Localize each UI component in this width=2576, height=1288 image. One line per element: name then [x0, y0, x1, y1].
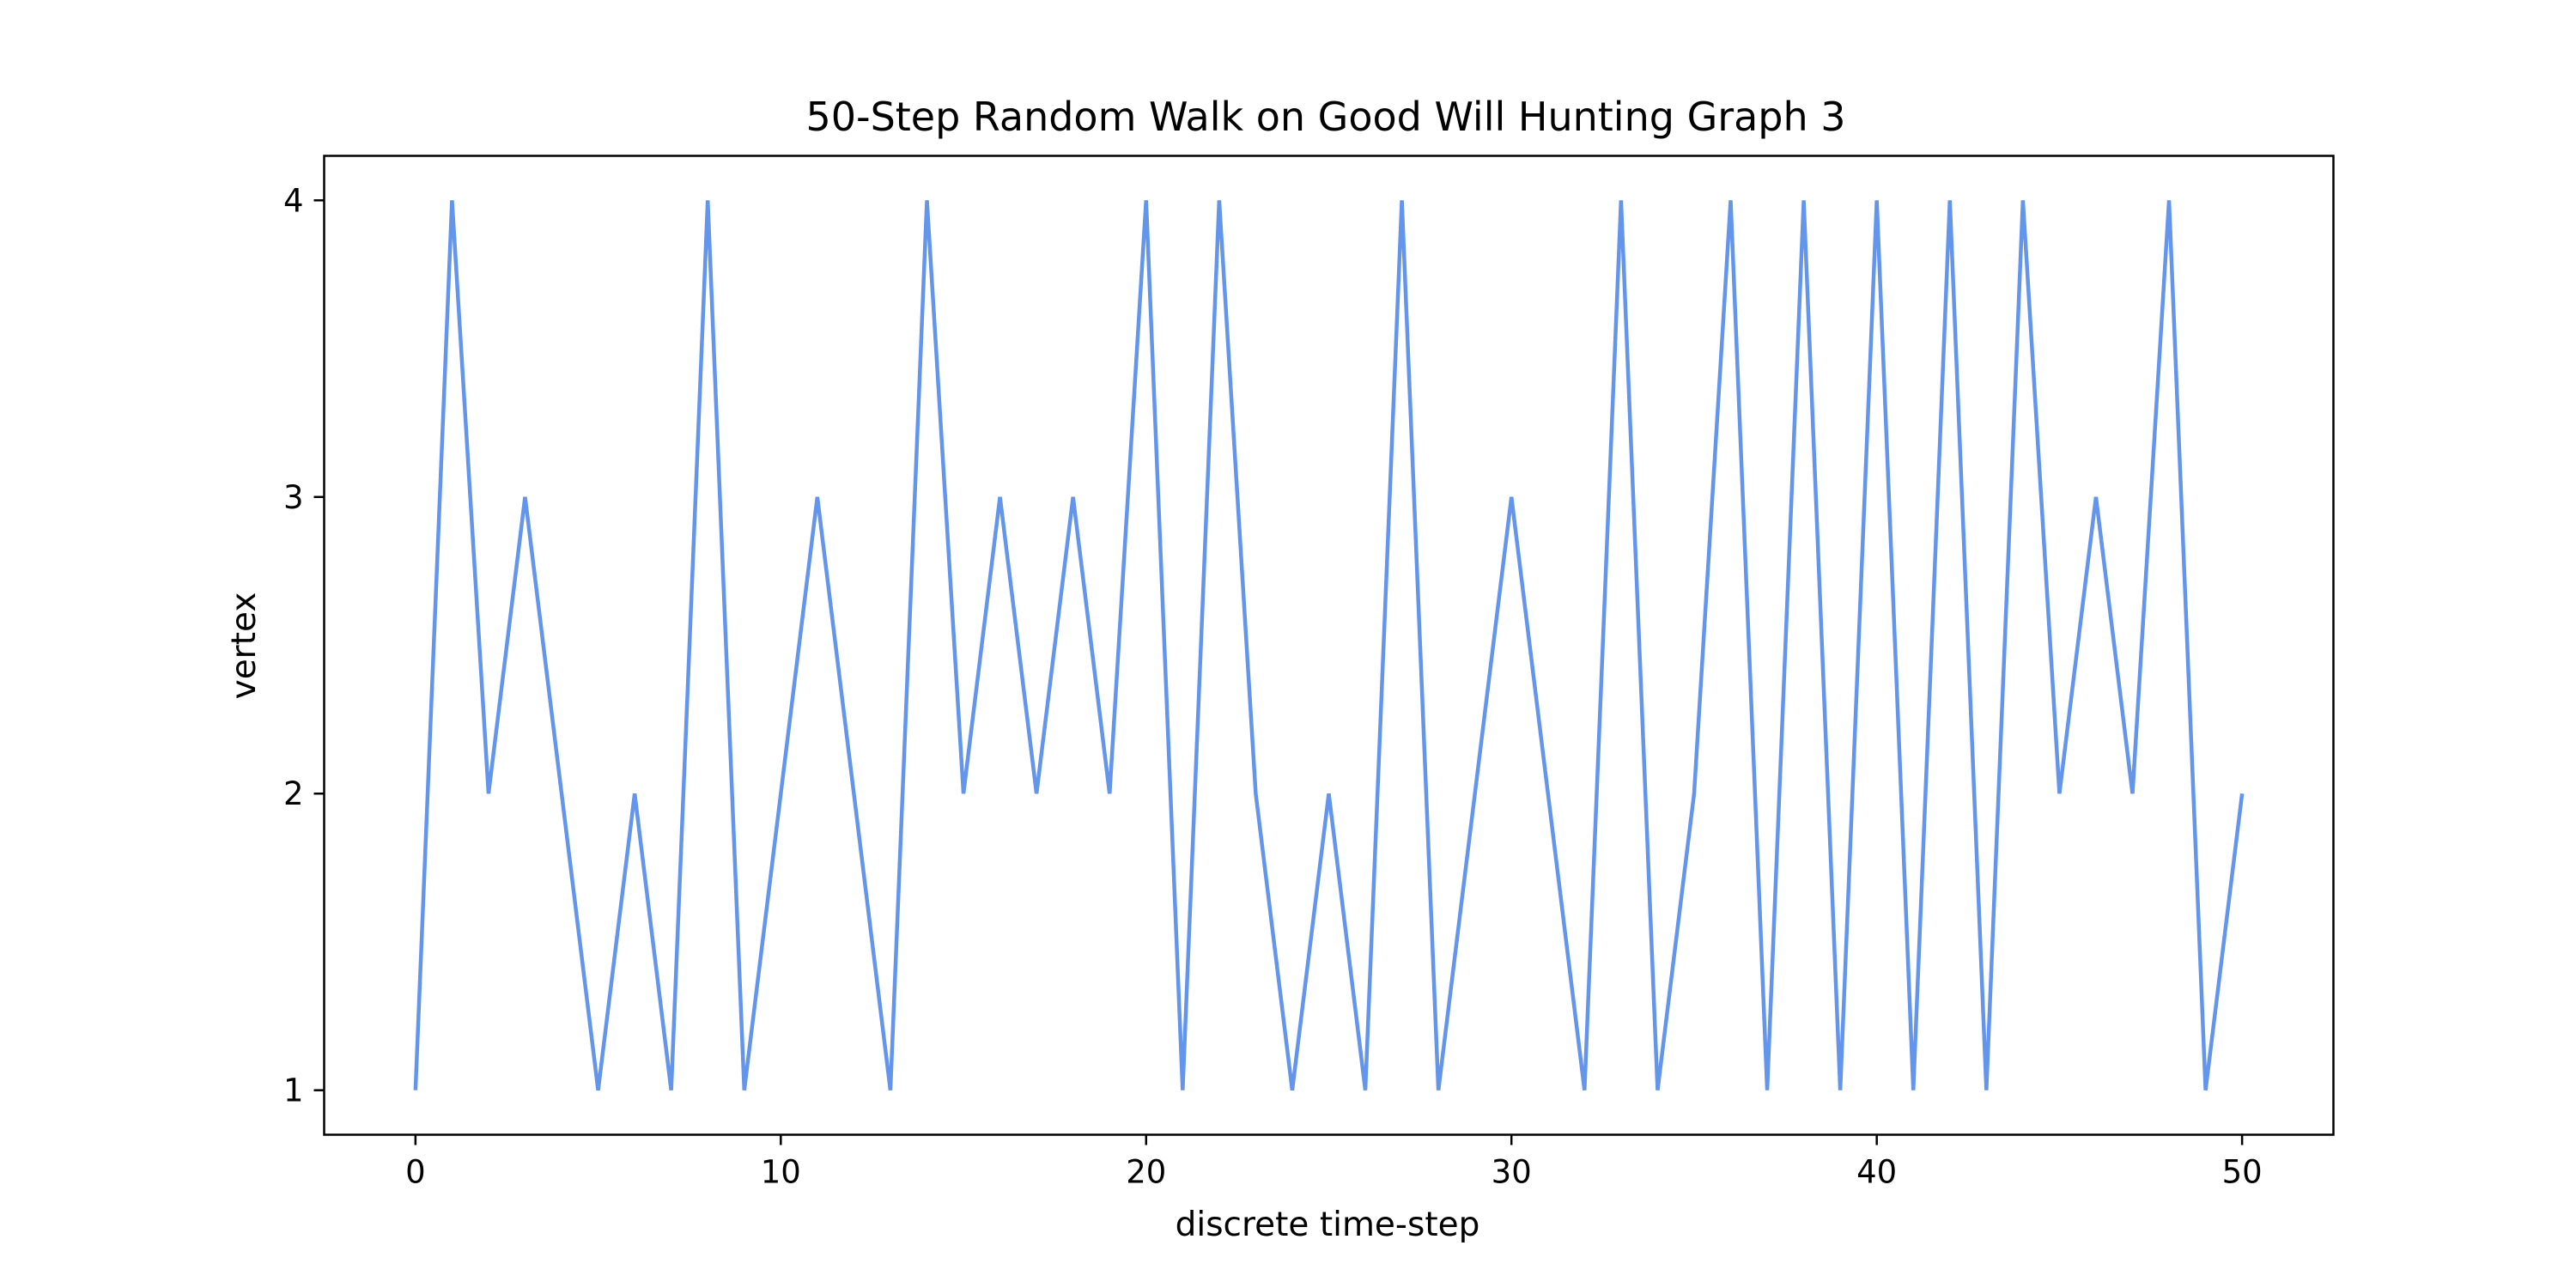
x-tick-label: 0: [405, 1154, 426, 1191]
y-tick-label: 2: [283, 775, 304, 812]
x-tick-label: 50: [2222, 1154, 2263, 1191]
y-tick-label: 4: [283, 182, 304, 219]
plot-frame: [323, 155, 2335, 1136]
chart-title: 50-Step Random Walk on Good Will Hunting…: [805, 94, 1845, 140]
y-axis-label: vertex: [225, 592, 264, 700]
x-tick-label: 30: [1492, 1154, 1532, 1191]
x-tick-label: 20: [1126, 1154, 1166, 1191]
x-axis-label: discrete time-step: [1176, 1206, 1480, 1244]
x-axis: 0 10 20 30 40 50: [405, 1134, 2263, 1191]
series-line-random-walk: [413, 200, 2245, 1091]
y-axis: 1 2 3 4: [283, 182, 325, 1109]
x-tick-label: 40: [1856, 1154, 1897, 1191]
y-tick-label: 3: [283, 479, 304, 516]
y-tick-label: 1: [283, 1072, 304, 1109]
x-tick-label: 10: [761, 1154, 801, 1191]
plot-area: [323, 155, 2335, 1136]
